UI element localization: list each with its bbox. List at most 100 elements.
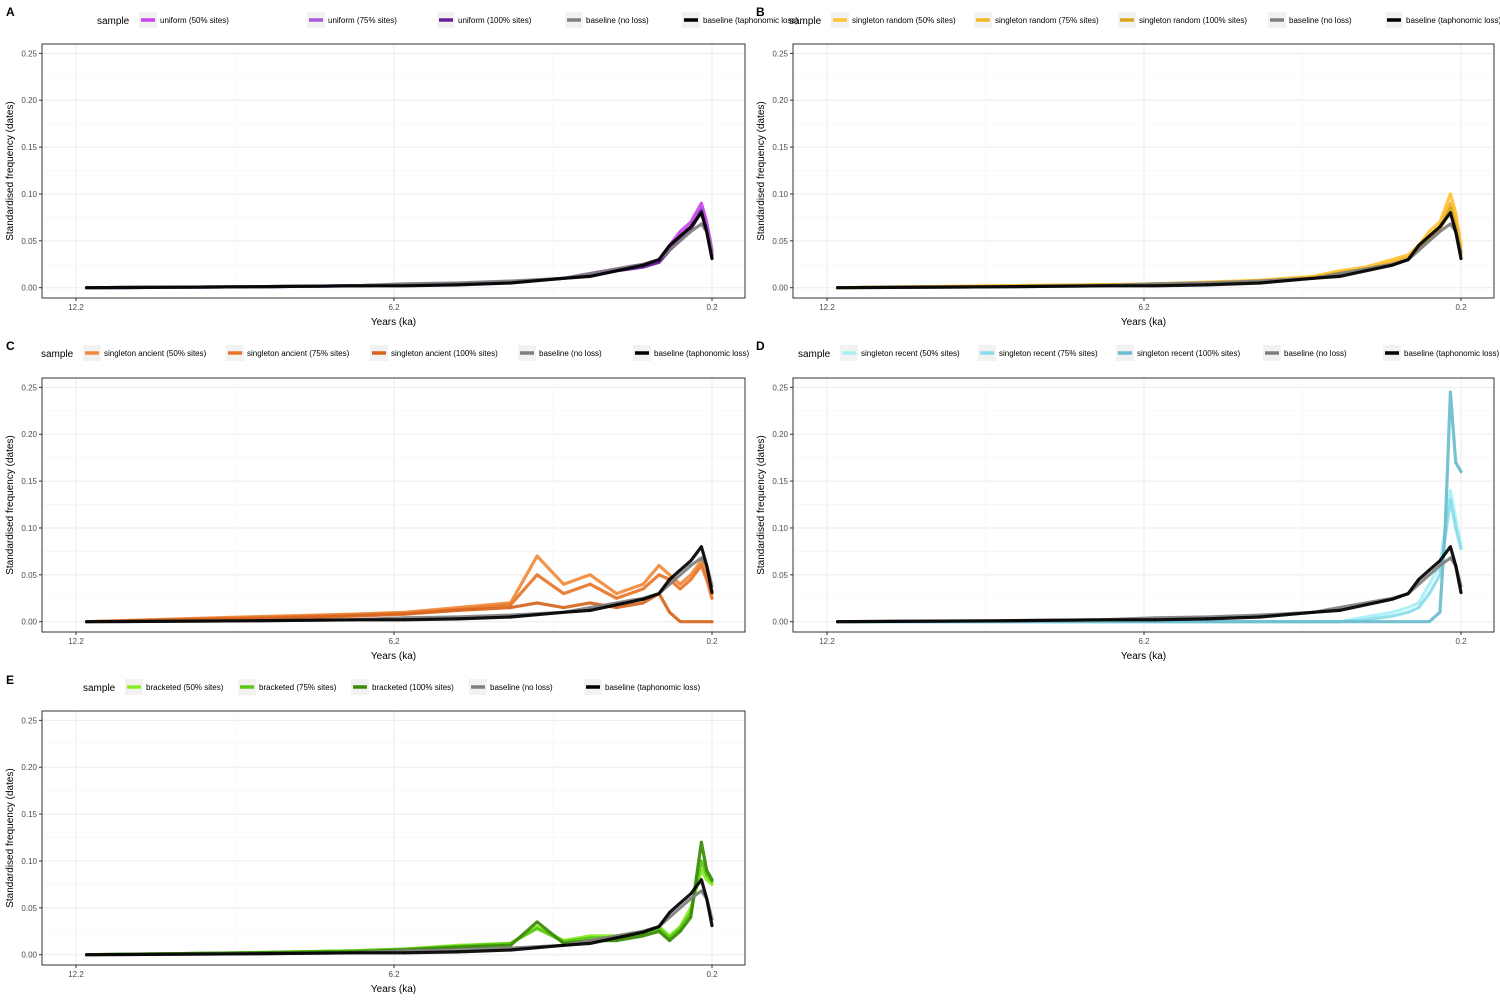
data-point (1454, 527, 1457, 529)
panel-letter: C (6, 339, 15, 353)
data-point (615, 603, 618, 606)
data-point (689, 559, 692, 562)
legend-label: singleton random (50% sites) (852, 16, 956, 25)
legend-label: baseline (taphonomic loss) (654, 349, 749, 358)
data-point (1428, 573, 1431, 576)
data-point (642, 602, 644, 604)
data-point (658, 592, 660, 595)
y-tick-label: 0.20 (21, 96, 37, 105)
y-tick-label: 0.05 (21, 571, 37, 580)
data-point (1407, 620, 1410, 623)
data-point (456, 950, 459, 953)
legend-label: bracketed (50% sites) (146, 683, 224, 692)
data-point (589, 606, 591, 609)
data-point (658, 564, 660, 567)
y-tick-label: 0.00 (772, 284, 788, 293)
data-point (1428, 620, 1431, 623)
data-point (679, 239, 682, 242)
data-point (1438, 573, 1441, 576)
data-point (589, 272, 591, 275)
legend: sample singleton ancient (50% sites) singl… (41, 345, 749, 361)
data-point (509, 603, 512, 606)
x-tick-label: 6.2 (1138, 637, 1150, 646)
data-point (1428, 235, 1431, 238)
y-tick-label: 0.15 (772, 143, 788, 152)
data-point (1428, 592, 1431, 595)
x-axis-title: Years (ka) (371, 317, 416, 328)
data-point (1449, 557, 1452, 559)
data-point (658, 925, 660, 928)
data-point (509, 949, 512, 951)
data-point (705, 578, 708, 581)
y-tick-label: 0.15 (21, 810, 37, 819)
data-point (668, 611, 671, 614)
legend-label: singleton recent (75% sites) (999, 349, 1098, 358)
data-point (536, 602, 538, 604)
data-point (536, 920, 538, 923)
y-tick-label: 0.10 (772, 190, 788, 199)
data-point (1438, 559, 1441, 562)
data-point (1312, 277, 1314, 280)
data-point (705, 230, 708, 233)
x-tick-label: 12.2 (68, 637, 84, 646)
legend-label: uniform (100% sites) (458, 16, 532, 25)
data-point (679, 583, 682, 586)
data-point (615, 936, 618, 939)
data-point (711, 591, 713, 594)
legend-label: baseline (no loss) (1284, 349, 1347, 358)
data-point (1407, 611, 1410, 614)
data-point (1338, 272, 1341, 275)
data-point (642, 583, 644, 586)
data-point (1153, 284, 1156, 287)
data-point (350, 951, 353, 954)
data-point (1312, 611, 1314, 614)
legend-label: uniform (50% sites) (160, 16, 229, 25)
data-point (562, 611, 565, 614)
data-point (668, 249, 671, 252)
data-point (711, 883, 713, 886)
data-point (350, 284, 353, 287)
data-point (642, 264, 644, 267)
data-point (1438, 611, 1441, 614)
data-point (1417, 583, 1420, 586)
y-tick-label: 0.05 (772, 237, 788, 246)
data-point (689, 564, 692, 567)
data-point (1454, 564, 1457, 567)
data-point (1407, 258, 1410, 261)
data-point (1460, 470, 1462, 473)
data-point (1449, 223, 1452, 225)
data-point (700, 841, 703, 844)
data-point (1391, 598, 1394, 601)
legend-title: sample (41, 349, 74, 360)
legend-label: singleton ancient (75% sites) (247, 349, 350, 358)
data-point (456, 609, 459, 612)
data-point (1449, 207, 1452, 209)
data-point (456, 283, 459, 286)
legend-label: baseline (no loss) (1289, 16, 1352, 25)
y-tick-label: 0.00 (21, 618, 37, 627)
data-point (700, 878, 703, 881)
panel-letter: E (6, 673, 14, 687)
data-point (615, 606, 618, 609)
y-axis-title: Standardised frequency (dates) (756, 435, 767, 575)
data-point (700, 545, 703, 548)
legend-title: sample (97, 16, 130, 27)
y-axis-title: Standardised frequency (dates) (5, 101, 16, 241)
y-tick-label: 0.15 (21, 477, 37, 486)
data-point (615, 269, 618, 272)
data-point (1444, 527, 1447, 529)
data-point (700, 223, 703, 225)
data-point (1438, 230, 1441, 233)
data-point (679, 587, 682, 590)
data-point (1391, 258, 1394, 261)
data-point (1338, 275, 1341, 278)
y-tick-label: 0.25 (772, 49, 788, 58)
data-point (1417, 602, 1420, 604)
data-point (1454, 230, 1457, 233)
data-point (589, 573, 591, 576)
data-point (85, 620, 88, 623)
legend-label: baseline (taphonomic loss) (605, 683, 700, 692)
